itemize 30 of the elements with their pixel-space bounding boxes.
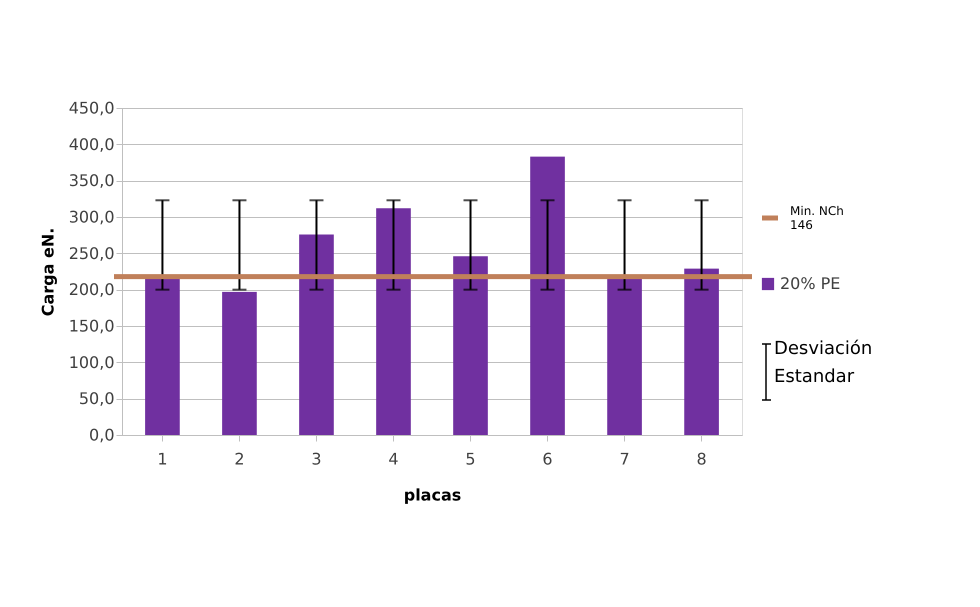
y-tick-label: 350,0 [68, 171, 114, 190]
x-tick-label: 7 [619, 450, 630, 468]
y-tick-label: 50,0 [78, 389, 114, 408]
y-tick-label: 250,0 [68, 244, 114, 263]
x-tick-label: 5 [465, 450, 476, 468]
y-tick-label: 450,0 [68, 98, 114, 118]
y-tick-label: 400,0 [68, 134, 114, 154]
y-tick-label: 300,0 [68, 208, 114, 226]
bar [684, 268, 719, 435]
x-tick-label: 2 [234, 450, 245, 468]
y-tick-label: 150,0 [68, 316, 114, 336]
x-axis-title: placas [404, 486, 462, 504]
x-tick-label: 1 [157, 450, 168, 468]
x-tick-label: 3 [311, 450, 322, 468]
bar [222, 292, 257, 435]
y-tick-label: 0,0 [89, 426, 114, 444]
y-tick-label: 100,0 [68, 352, 114, 372]
y-tick-label: 200,0 [68, 280, 114, 300]
x-tick-label: 8 [696, 450, 707, 468]
x-tick-label: 4 [388, 450, 399, 468]
x-tick-label: 6 [542, 450, 553, 468]
bar [607, 278, 642, 435]
bar [453, 256, 488, 435]
bar [376, 208, 411, 435]
legend-label: 20% PE [780, 274, 840, 293]
legend-label: Min. NCh 146 [790, 204, 844, 232]
text: Desviación Estandar [774, 338, 872, 387]
bar [530, 156, 565, 435]
y-axis-title: Carga eN. [38, 228, 58, 316]
bar [299, 234, 334, 435]
